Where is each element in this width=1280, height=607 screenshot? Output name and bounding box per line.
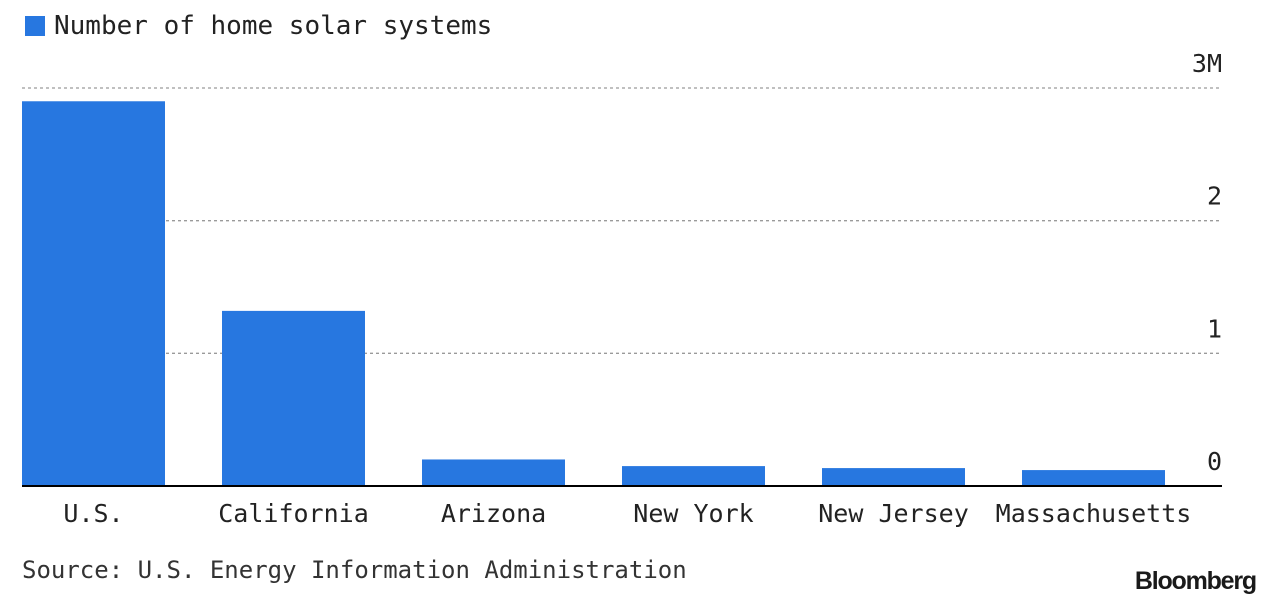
x-tick-label: California <box>218 499 369 528</box>
x-tick-label: Massachusetts <box>996 499 1192 528</box>
legend-label: Number of home solar systems <box>54 11 493 41</box>
y-tick-label: 2 <box>1207 182 1222 211</box>
x-tick-label: Arizona <box>441 499 546 528</box>
source-note: Source: U.S. Energy Information Administ… <box>22 556 687 584</box>
legend-swatch <box>25 16 45 36</box>
y-tick-label: 3M <box>1192 49 1222 78</box>
bar <box>22 101 165 487</box>
y-tick-label: 0 <box>1207 447 1222 476</box>
bar <box>622 466 765 486</box>
x-tick-label: U.S. <box>63 499 123 528</box>
bar <box>422 459 565 486</box>
bloomberg-logo: Bloomberg <box>1134 567 1257 595</box>
x-tick-label: New Jersey <box>818 499 969 528</box>
chart-legend: Number of home solar systems <box>25 8 492 44</box>
x-tick-label: New York <box>633 499 753 528</box>
bar <box>822 468 965 486</box>
y-tick-label: 1 <box>1207 314 1222 343</box>
bar <box>1022 470 1165 486</box>
bar <box>222 310 365 486</box>
